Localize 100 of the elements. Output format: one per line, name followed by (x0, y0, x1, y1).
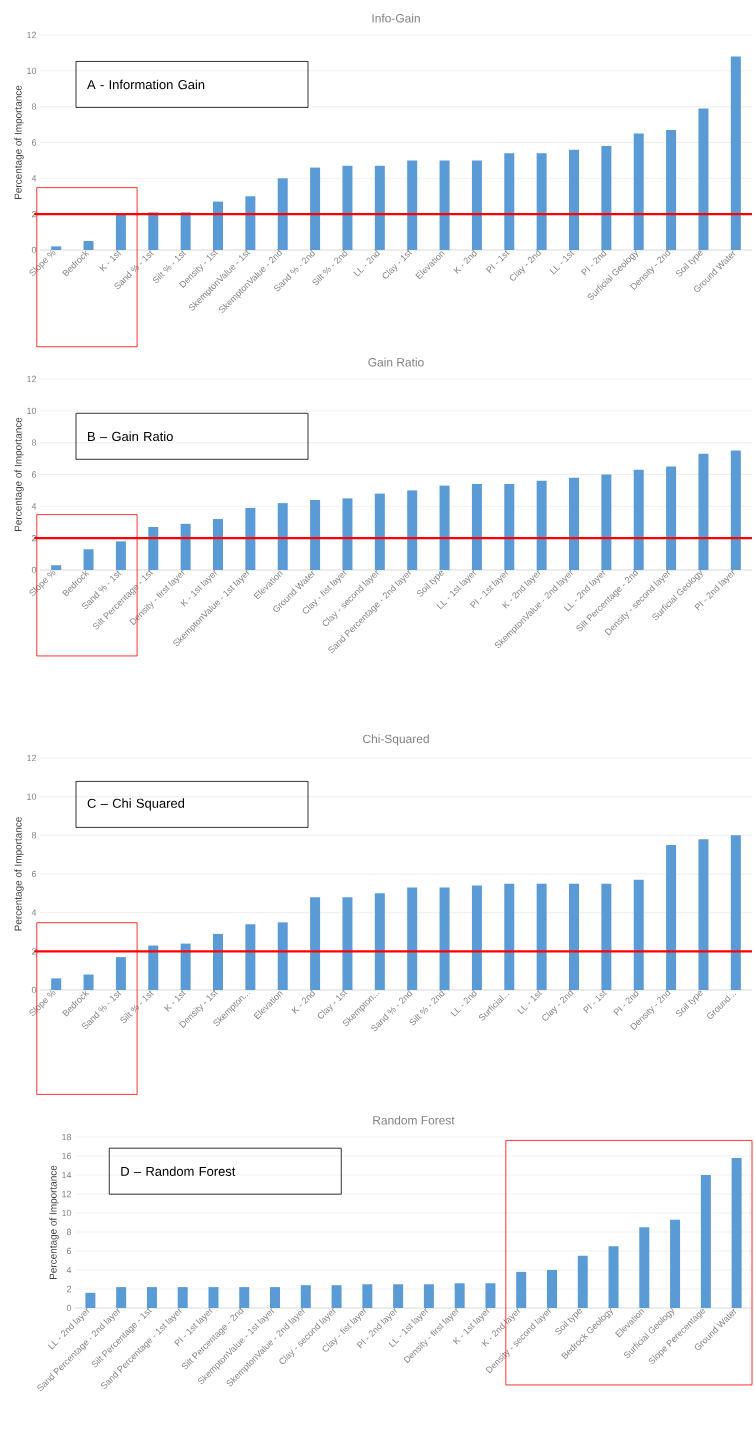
bar (148, 945, 159, 990)
bar (454, 1283, 465, 1308)
bar (331, 1285, 342, 1308)
bar (51, 565, 62, 570)
bar (245, 924, 256, 990)
y-tick-label: 0 (31, 246, 37, 254)
bar (666, 844, 677, 990)
x-tick-label: PI - 2nd (613, 989, 640, 1016)
bar (213, 933, 223, 990)
bar (633, 879, 644, 990)
bar (180, 943, 191, 990)
bar (374, 493, 385, 570)
bar (471, 160, 482, 250)
y-axis-title: Percentage of Importance (14, 417, 24, 531)
x-tick-label: Clay - 2nd (509, 249, 542, 281)
y-tick-label: 4 (66, 1266, 72, 1274)
bar (730, 56, 741, 250)
bar (342, 498, 353, 570)
x-tick-label: K - 1st (99, 250, 122, 272)
y-tick-label: 6 (31, 870, 37, 878)
bar (374, 893, 385, 990)
bar (471, 484, 482, 570)
annotation: B – Gain Ratio (88, 431, 173, 442)
annotation: D – Random Forest (121, 1166, 236, 1176)
bar (536, 480, 547, 570)
bar (115, 957, 126, 990)
bar (407, 160, 418, 250)
bar (569, 477, 580, 570)
bar (471, 885, 482, 990)
bar (277, 922, 288, 990)
x-tick-label: PI - 1st (583, 990, 607, 1014)
bar (516, 1271, 527, 1308)
bar (536, 153, 547, 250)
y-tick-label: 12 (62, 1190, 72, 1198)
y-tick-label: 6 (31, 139, 37, 146)
y-tick-label: 10 (27, 67, 37, 74)
bar (536, 883, 547, 990)
bar (83, 974, 94, 990)
bar (245, 507, 256, 570)
x-tick-label: LL - 1st (549, 250, 575, 275)
bar (393, 1284, 404, 1308)
bar (670, 1219, 681, 1308)
y-tick-label: 12 (27, 754, 37, 762)
chart-title: Chi-Squared (363, 734, 429, 746)
annotation: C – Chi Squared (87, 798, 185, 811)
bar (504, 153, 515, 250)
y-tick-label: 12 (27, 31, 37, 39)
bar (569, 883, 580, 990)
annotation: A - Information Gain (87, 79, 205, 90)
y-tick-label: 8 (31, 832, 37, 839)
bar (698, 453, 709, 570)
bar (180, 212, 191, 250)
x-tick-label: Clay - 2nd (542, 989, 574, 1021)
x-tick-label: LL - 2nd (450, 989, 478, 1017)
bar (639, 1227, 650, 1308)
y-tick-label: 4 (31, 503, 37, 510)
bar (485, 1283, 496, 1308)
bar (666, 129, 677, 250)
y-tick-label: 18 (62, 1133, 72, 1141)
y-tick-label: 10 (62, 1209, 72, 1217)
bar (374, 165, 385, 250)
y-tick-label: 4 (31, 175, 37, 182)
bar (423, 1284, 434, 1308)
x-tick-label: Clay - 1st (382, 249, 413, 279)
bar (601, 474, 612, 570)
bar (208, 1287, 219, 1308)
bar (245, 196, 256, 250)
y-tick-label: 0 (66, 1304, 72, 1312)
y-tick-label: 12 (27, 375, 37, 383)
bar (342, 165, 353, 250)
bar (730, 450, 741, 570)
bar (310, 499, 321, 570)
bar (407, 490, 418, 570)
bar (546, 1270, 557, 1308)
bar (213, 519, 223, 570)
chart-title: Random Forest (373, 1115, 455, 1125)
bar (310, 897, 321, 990)
bar (633, 133, 644, 250)
bar (633, 469, 644, 570)
bar (439, 887, 450, 990)
bar (569, 149, 580, 250)
y-tick-label: 4 (31, 909, 37, 916)
y-tick-label: 8 (31, 439, 37, 446)
bar (342, 897, 353, 990)
y-tick-label: 8 (31, 103, 37, 110)
bar (310, 167, 321, 250)
bar (439, 160, 450, 250)
bar (116, 1287, 127, 1308)
y-tick-label: 14 (62, 1171, 72, 1179)
x-tick-label: K - 1st (164, 990, 187, 1012)
bar (698, 108, 709, 250)
bar (270, 1287, 281, 1308)
y-tick-label: 10 (27, 793, 37, 800)
bar (300, 1285, 311, 1308)
bar (146, 1287, 157, 1308)
bar (577, 1255, 588, 1308)
chart-title: Gain Ratio (368, 357, 424, 367)
bar (148, 527, 159, 570)
y-tick-label: 6 (31, 471, 37, 478)
bar (177, 1287, 188, 1308)
